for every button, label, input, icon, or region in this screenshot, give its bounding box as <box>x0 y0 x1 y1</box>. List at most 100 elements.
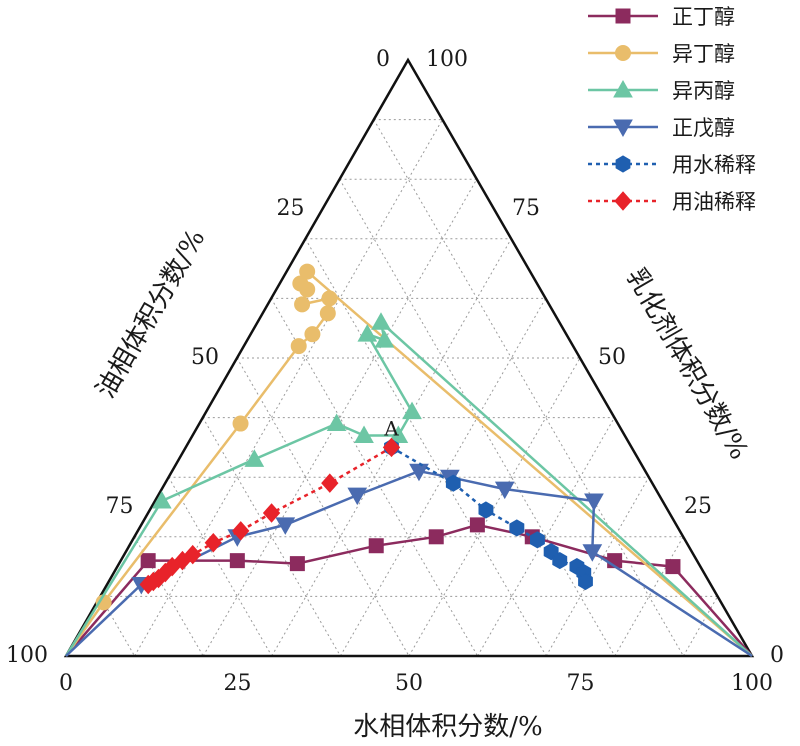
data-point <box>530 531 545 549</box>
right-tick-label: 50 <box>598 345 626 370</box>
data-point <box>428 529 444 545</box>
data-point <box>509 519 525 537</box>
data-point <box>139 574 157 595</box>
point-a-label: A <box>383 416 399 440</box>
grid-line <box>477 417 615 657</box>
right-tick-label: 0 <box>770 643 784 668</box>
data-point <box>319 305 336 322</box>
data-point <box>578 572 593 591</box>
data-point <box>290 338 307 355</box>
data-point <box>289 556 305 572</box>
bottom-tick-label: 25 <box>224 671 252 696</box>
data-point <box>552 552 568 570</box>
data-point <box>321 473 339 493</box>
data-point <box>262 503 281 523</box>
legend-item: 正丁醇 <box>588 5 735 29</box>
series-5 <box>384 438 593 591</box>
grid-line <box>408 357 581 657</box>
left-tick-label: 0 <box>376 47 390 72</box>
legend-item: 正戊醇 <box>588 116 735 140</box>
left-tick-label: 50 <box>191 345 219 370</box>
legend-label: 用水稀释 <box>672 153 756 177</box>
grid-line <box>304 238 547 657</box>
data-point <box>494 481 515 500</box>
legend-marker <box>613 79 633 98</box>
data-point <box>204 533 222 553</box>
grid-line <box>373 119 684 657</box>
data-point <box>665 559 681 575</box>
data-point <box>374 330 395 348</box>
data-point <box>478 501 494 519</box>
right-axis-label: 乳化剂体积分数/% <box>620 263 754 465</box>
legend-label: 用油稀释 <box>672 190 756 214</box>
data-point <box>584 493 604 512</box>
legend-marker <box>614 191 632 211</box>
data-point <box>357 324 378 342</box>
series-1 <box>65 517 753 657</box>
grid-line <box>270 298 479 657</box>
legend-label: 正丁醇 <box>672 5 735 29</box>
data-point <box>299 263 316 280</box>
data-point <box>368 538 384 554</box>
left-tick-label: 100 <box>6 643 48 668</box>
left-tick-label: 25 <box>277 196 305 221</box>
data-point <box>402 401 422 420</box>
legend-label: 异丙醇 <box>672 79 735 103</box>
ternary-triangle-frame <box>63 57 755 658</box>
series-line <box>64 318 753 657</box>
data-point <box>232 415 249 432</box>
bottom-tick-label: 75 <box>567 671 595 696</box>
legend-item: 用水稀释 <box>588 153 756 177</box>
bottom-tick-label: 100 <box>731 671 773 696</box>
left-tick-label: 75 <box>106 494 134 519</box>
grid-line <box>545 476 650 657</box>
data-point <box>388 425 409 443</box>
left-axis-label: 油相体积分数/% <box>91 224 212 403</box>
right-tick-label: 25 <box>684 494 712 519</box>
data-point <box>292 275 309 292</box>
right-tick-label: 100 <box>426 47 468 72</box>
series-group <box>64 263 753 658</box>
data-point <box>354 425 374 443</box>
legend-label: 异丁醇 <box>672 42 735 66</box>
data-point <box>326 413 347 432</box>
legend-item: 异丁醇 <box>588 42 735 66</box>
series-line <box>64 269 753 657</box>
data-point <box>445 474 461 492</box>
legend-marker <box>615 155 631 173</box>
data-point <box>321 290 338 307</box>
data-point <box>232 521 250 541</box>
series-line <box>65 523 753 657</box>
bottom-tick-label: 0 <box>59 671 73 696</box>
bottom-axis-label: 水相体积分数/% <box>353 712 542 742</box>
legend-marker <box>613 119 633 138</box>
series-2 <box>64 263 753 657</box>
legend-item: 用油稀释 <box>588 190 756 214</box>
legend-label: 正戊醇 <box>672 116 735 140</box>
data-point <box>151 491 172 509</box>
bottom-tick-label: 50 <box>395 671 423 696</box>
data-point <box>304 326 321 343</box>
data-point <box>294 296 311 313</box>
legend-marker <box>615 8 631 24</box>
right-tick-label: 75 <box>512 196 540 221</box>
legend-marker <box>615 45 631 61</box>
data-point <box>347 487 368 506</box>
series-6 <box>139 437 401 595</box>
grid-line <box>134 119 443 657</box>
series-3 <box>64 312 753 657</box>
data-point <box>140 553 156 569</box>
data-point <box>244 449 265 467</box>
tick-labels: 0 25 50 75 100 0 25 50 75 100 0 25 50 75 100 <box>6 47 784 696</box>
grid-line <box>202 178 478 657</box>
legend-item: 异丙醇 <box>588 79 735 103</box>
data-point <box>382 437 401 458</box>
data-point <box>582 544 603 562</box>
data-point <box>371 312 391 330</box>
grid-line <box>682 596 719 657</box>
grid-line <box>202 417 341 657</box>
data-point <box>229 553 245 569</box>
grid-line <box>236 357 410 657</box>
